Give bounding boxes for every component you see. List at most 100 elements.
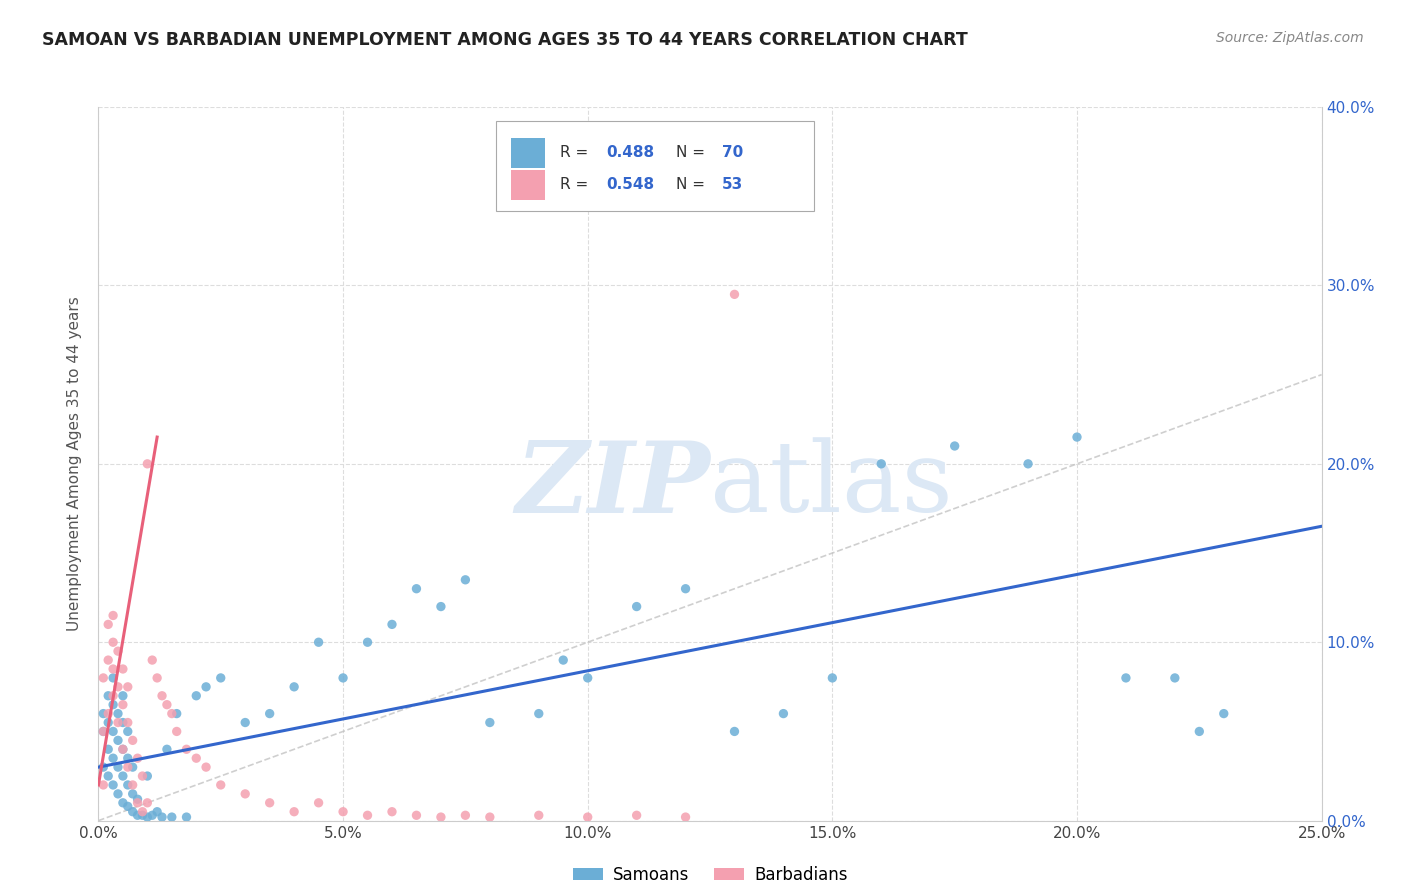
Text: N =: N =	[676, 178, 710, 193]
Point	[91, 706, 114, 721]
Point	[1017, 457, 1039, 471]
Point	[107, 733, 129, 747]
Point	[117, 751, 139, 765]
Point	[127, 796, 149, 810]
Point	[117, 715, 139, 730]
Point	[97, 715, 120, 730]
Text: 0.548: 0.548	[606, 178, 654, 193]
Point	[107, 715, 129, 730]
Text: 0.488: 0.488	[606, 145, 654, 161]
Point	[131, 808, 153, 822]
Point	[91, 671, 114, 685]
Point	[101, 724, 124, 739]
Point	[107, 644, 129, 658]
Point	[107, 706, 129, 721]
Point	[454, 573, 477, 587]
Point	[127, 808, 149, 822]
Point	[156, 698, 179, 712]
Point	[97, 742, 120, 756]
Point	[101, 671, 124, 685]
Point	[233, 715, 256, 730]
FancyBboxPatch shape	[496, 121, 814, 211]
Point	[1212, 706, 1234, 721]
Point	[111, 715, 134, 730]
Point	[101, 751, 124, 765]
Point	[127, 792, 149, 806]
Point	[97, 769, 120, 783]
Point	[107, 760, 129, 774]
Point	[141, 808, 163, 822]
Point	[117, 799, 139, 814]
Point	[381, 617, 404, 632]
Point	[136, 796, 159, 810]
Point	[478, 715, 501, 730]
Point	[131, 769, 153, 783]
Point	[195, 680, 218, 694]
Text: Source: ZipAtlas.com: Source: ZipAtlas.com	[1216, 31, 1364, 45]
Point	[91, 778, 114, 792]
Point	[136, 457, 159, 471]
Point	[1115, 671, 1137, 685]
Point	[111, 796, 134, 810]
Point	[111, 742, 134, 756]
Point	[101, 662, 124, 676]
Y-axis label: Unemployment Among Ages 35 to 44 years: Unemployment Among Ages 35 to 44 years	[67, 296, 83, 632]
Text: R =: R =	[560, 145, 593, 161]
Point	[209, 671, 232, 685]
FancyBboxPatch shape	[510, 169, 546, 200]
Point	[97, 706, 120, 721]
Point	[101, 608, 124, 623]
Text: N =: N =	[676, 145, 710, 161]
Point	[121, 805, 143, 819]
Text: 70: 70	[723, 145, 744, 161]
Point	[150, 689, 173, 703]
Point	[1066, 430, 1088, 444]
Point	[111, 698, 134, 712]
Point	[97, 689, 120, 703]
Point	[259, 796, 281, 810]
Point	[675, 582, 697, 596]
Point	[405, 582, 427, 596]
Point	[405, 808, 427, 822]
Point	[166, 706, 188, 721]
Point	[121, 733, 143, 747]
Point	[821, 671, 844, 685]
Point	[527, 808, 550, 822]
Legend: Samoans, Barbadians: Samoans, Barbadians	[567, 860, 853, 891]
Point	[454, 808, 477, 822]
Point	[141, 653, 163, 667]
Point	[101, 698, 124, 712]
Point	[186, 751, 208, 765]
Text: atlas: atlas	[710, 437, 953, 533]
Point	[91, 724, 114, 739]
Point	[332, 671, 354, 685]
Point	[259, 706, 281, 721]
Point	[233, 787, 256, 801]
Point	[91, 760, 114, 774]
FancyBboxPatch shape	[510, 137, 546, 168]
Point	[107, 787, 129, 801]
Point	[943, 439, 966, 453]
Point	[430, 810, 453, 824]
Point	[127, 751, 149, 765]
Point	[166, 724, 188, 739]
Point	[553, 653, 575, 667]
Point	[117, 778, 139, 792]
Text: R =: R =	[560, 178, 593, 193]
Point	[117, 724, 139, 739]
Point	[160, 706, 183, 721]
Point	[576, 671, 599, 685]
Point	[121, 787, 143, 801]
Point	[332, 805, 354, 819]
Point	[176, 810, 198, 824]
Point	[381, 805, 404, 819]
Point	[146, 671, 169, 685]
Point	[626, 808, 648, 822]
Point	[156, 742, 179, 756]
Point	[308, 796, 330, 810]
Point	[430, 599, 453, 614]
Point	[91, 724, 114, 739]
Point	[576, 810, 599, 824]
Point	[283, 680, 305, 694]
Point	[870, 457, 893, 471]
